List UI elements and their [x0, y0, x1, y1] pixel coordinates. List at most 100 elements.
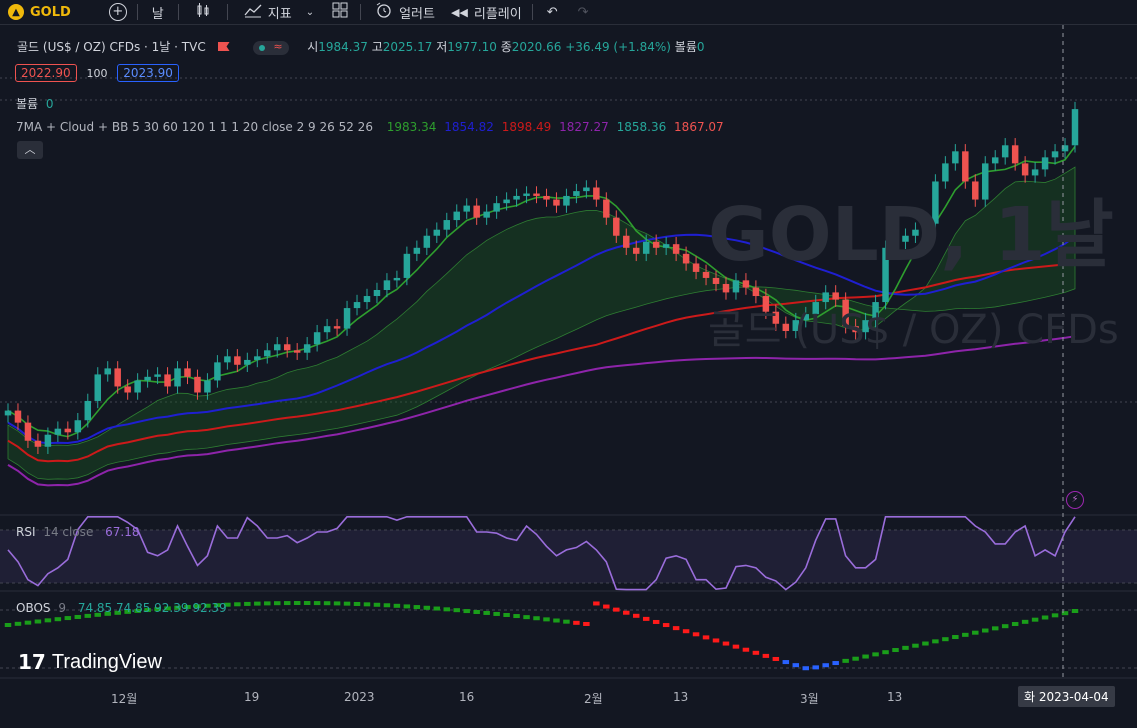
candle-body [573, 191, 580, 196]
price-chart-svg[interactable] [0, 25, 1137, 724]
candle-body [94, 374, 101, 401]
interval-selector[interactable]: 날 [140, 0, 176, 24]
obos-label: OBOS [16, 601, 51, 615]
volume-row-label: 볼륨 [16, 97, 39, 111]
buy-button[interactable]: 2023.90 [117, 64, 179, 82]
candle-body [493, 203, 500, 212]
open-label: 시 [307, 40, 319, 54]
candle-body [932, 181, 939, 224]
status-dot-icon [259, 44, 266, 51]
candle-body [902, 235, 909, 242]
collapse-legend-button[interactable]: ︿ [17, 141, 43, 159]
obos-mark [383, 603, 391, 608]
candle-body [473, 205, 480, 218]
candle-body [792, 320, 800, 331]
obos-mark [283, 601, 291, 606]
x-axis-label: 2월 [584, 692, 603, 706]
ma-value-4: 1827.27 [559, 120, 609, 134]
obos-mark [642, 616, 650, 621]
candle-body [523, 193, 530, 196]
obos-mark [4, 623, 12, 627]
undo-button[interactable]: ↶ [535, 0, 570, 24]
obos-mark [702, 635, 710, 640]
candle-body [513, 195, 520, 200]
obos-mark [463, 609, 470, 614]
candle-body [383, 280, 391, 290]
obos-mark [423, 605, 431, 610]
divider [177, 4, 179, 20]
candle-body [423, 235, 431, 248]
flag-icon[interactable] [217, 42, 230, 51]
high-label: 고 [371, 40, 383, 54]
candle-body [872, 302, 879, 321]
candle-body [1011, 145, 1019, 164]
replay-button[interactable]: ◀◀ 리플레이 [443, 0, 530, 24]
candle-body [1001, 145, 1009, 158]
candle-body [234, 356, 241, 365]
volume-value: 0 [696, 40, 705, 54]
layout-button[interactable] [322, 0, 358, 24]
obos-mark [652, 619, 660, 624]
chart-area[interactable]: GOLD, 1날 골드 (US$ / OZ) CFDs 골드 (US$ / OZ… [0, 25, 1137, 724]
spread-value: 100 [86, 67, 108, 80]
candle-body [224, 356, 231, 363]
candle-body [353, 302, 361, 309]
candle-body [313, 332, 321, 345]
obos-mark [772, 656, 780, 661]
watermark-name: 골드 (US$ / OZ) CFDs [708, 307, 1119, 353]
rsi-legend: RSI 14 close 67.18 [16, 525, 140, 539]
low-value: 1977.10 [447, 40, 497, 54]
symbol-selector[interactable]: ▲ GOLD [0, 0, 79, 24]
obos-mark [144, 608, 151, 613]
chart-type-button[interactable] [181, 0, 225, 24]
compare-button[interactable]: + [79, 0, 135, 24]
obos-mark [184, 604, 191, 609]
redo-icon: ↷ [577, 4, 589, 20]
volume-row-value: 0 [45, 97, 54, 111]
obos-mark [623, 610, 630, 615]
obos-mark [822, 663, 829, 668]
obos-mark [403, 604, 411, 609]
obos-mark [64, 616, 72, 621]
candle-body [1041, 157, 1049, 170]
obos-legend: OBOS 9 74.85 74.85 92.39 92.39 [16, 601, 227, 615]
obos-mark [852, 656, 859, 661]
obos-mark [343, 601, 351, 606]
candle-body [194, 376, 201, 393]
rsi-params: 14 close [43, 525, 94, 539]
x-axis-label: 2023 [344, 690, 375, 704]
obos-params: 9 [58, 601, 66, 615]
candle-body [882, 247, 889, 303]
candle-body [632, 247, 640, 254]
obos-mark [164, 606, 171, 611]
obos-mark [244, 601, 251, 606]
chevron-down-icon[interactable]: ⌄ [305, 6, 315, 18]
candle-body [164, 374, 171, 387]
obos-mark [14, 621, 22, 626]
obos-mark [483, 610, 490, 615]
obos-mark [812, 665, 819, 670]
sell-button[interactable]: 2022.90 [15, 64, 77, 82]
volume-legend: 볼륨 0 [16, 95, 54, 112]
visibility-toggle[interactable]: ≈ [253, 40, 290, 55]
obos-mark [662, 623, 670, 628]
obos-mark [1031, 617, 1039, 622]
indicators-button[interactable]: 지표 ⌄ [230, 0, 322, 24]
redo-button[interactable]: ↷ [570, 0, 597, 24]
candle-body [24, 422, 32, 441]
top-toolbar: ▲ GOLD + 날 지표 ⌄ 얼러트 ◀◀ 리플레이 ↶ [0, 0, 1137, 25]
candle-body [722, 283, 730, 293]
candle-body [812, 302, 819, 315]
candle-body [972, 181, 979, 200]
obos-mark [393, 603, 401, 608]
x-axis-label: 19 [244, 690, 260, 704]
obos-mark [34, 619, 42, 624]
interval-label: 날 [151, 6, 164, 22]
x-axis-label: 3월 [800, 692, 819, 706]
obos-mark [264, 601, 271, 606]
tradingview-logo[interactable]: 17 TradingView [18, 650, 162, 674]
candle-body [293, 350, 301, 353]
rsi-line [7, 516, 1076, 591]
alert-button[interactable]: 얼러트 [363, 0, 443, 24]
lightning-icon[interactable]: ⚡ [1066, 491, 1084, 509]
